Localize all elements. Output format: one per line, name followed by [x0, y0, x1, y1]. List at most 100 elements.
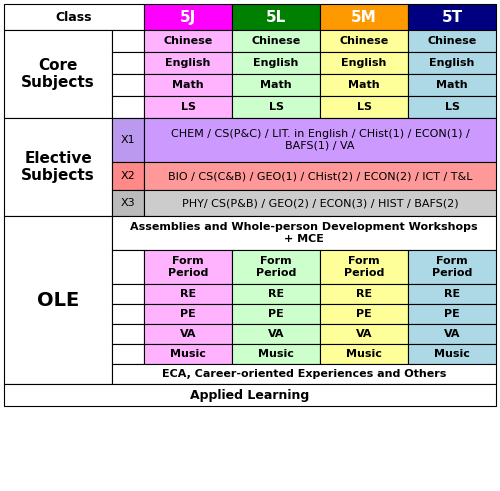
- Text: Music: Music: [258, 349, 294, 359]
- Bar: [320, 4, 408, 30]
- Text: VA: VA: [444, 329, 460, 339]
- Text: X2: X2: [120, 171, 136, 181]
- Text: 5M: 5M: [351, 9, 377, 25]
- Bar: [112, 52, 144, 74]
- Bar: [232, 250, 320, 284]
- Text: PE: PE: [180, 309, 196, 319]
- Text: Chinese: Chinese: [252, 36, 300, 46]
- Text: VA: VA: [268, 329, 284, 339]
- Bar: [144, 304, 232, 324]
- Text: Chinese: Chinese: [164, 36, 212, 46]
- Bar: [144, 52, 232, 74]
- Text: Core
Subjects: Core Subjects: [21, 58, 95, 90]
- Bar: [144, 30, 232, 52]
- Bar: [144, 162, 496, 190]
- Bar: [232, 96, 320, 118]
- Bar: [408, 344, 496, 364]
- Text: Form
Period: Form Period: [256, 256, 296, 278]
- Bar: [112, 30, 144, 52]
- Text: LS: LS: [444, 102, 460, 112]
- Bar: [144, 118, 496, 162]
- Bar: [232, 304, 320, 324]
- Text: ECA, Career-oriented Experiences and Others: ECA, Career-oriented Experiences and Oth…: [162, 369, 446, 379]
- Bar: [112, 284, 144, 304]
- Text: PE: PE: [268, 309, 284, 319]
- Bar: [144, 4, 232, 30]
- Bar: [232, 324, 320, 344]
- Bar: [232, 284, 320, 304]
- Bar: [232, 344, 320, 364]
- Text: X3: X3: [120, 198, 136, 208]
- Text: English: English: [166, 58, 210, 68]
- Text: RE: RE: [268, 289, 284, 299]
- Bar: [4, 384, 496, 406]
- Text: X1: X1: [120, 135, 136, 145]
- Text: LS: LS: [356, 102, 372, 112]
- Bar: [112, 162, 144, 190]
- Bar: [112, 324, 144, 344]
- Bar: [144, 96, 232, 118]
- Text: Assemblies and Whole-person Development Workshops
+ MCE: Assemblies and Whole-person Development …: [130, 222, 478, 244]
- Text: VA: VA: [180, 329, 196, 339]
- Bar: [320, 284, 408, 304]
- Text: Math: Math: [436, 80, 468, 90]
- Bar: [320, 324, 408, 344]
- Bar: [320, 96, 408, 118]
- Text: Math: Math: [172, 80, 204, 90]
- Bar: [232, 52, 320, 74]
- Text: Music: Music: [346, 349, 382, 359]
- Text: LS: LS: [180, 102, 196, 112]
- Text: Applied Learning: Applied Learning: [190, 388, 310, 402]
- Bar: [112, 344, 144, 364]
- Bar: [112, 74, 144, 96]
- Text: Class: Class: [56, 10, 92, 24]
- Bar: [408, 284, 496, 304]
- Text: OLE: OLE: [37, 291, 79, 309]
- Bar: [112, 118, 144, 162]
- Bar: [320, 52, 408, 74]
- Text: Music: Music: [170, 349, 206, 359]
- Bar: [144, 344, 232, 364]
- Bar: [144, 284, 232, 304]
- Text: 5T: 5T: [442, 9, 462, 25]
- Text: Chinese: Chinese: [428, 36, 476, 46]
- Text: VA: VA: [356, 329, 372, 339]
- Bar: [4, 118, 112, 216]
- Bar: [320, 30, 408, 52]
- Bar: [232, 4, 320, 30]
- Bar: [144, 74, 232, 96]
- Bar: [408, 304, 496, 324]
- Bar: [320, 304, 408, 324]
- Text: Form
Period: Form Period: [168, 256, 208, 278]
- Bar: [320, 250, 408, 284]
- Bar: [408, 30, 496, 52]
- Bar: [144, 190, 496, 216]
- Text: Music: Music: [434, 349, 470, 359]
- Text: PE: PE: [444, 309, 460, 319]
- Bar: [4, 4, 144, 30]
- Bar: [320, 344, 408, 364]
- Bar: [408, 4, 496, 30]
- Bar: [112, 190, 144, 216]
- Bar: [320, 74, 408, 96]
- Bar: [232, 74, 320, 96]
- Text: RE: RE: [356, 289, 372, 299]
- Bar: [4, 30, 112, 118]
- Text: 5L: 5L: [266, 9, 286, 25]
- Text: PHY/ CS(P&B) / GEO(2) / ECON(3) / HIST / BAFS(2): PHY/ CS(P&B) / GEO(2) / ECON(3) / HIST /…: [182, 198, 458, 208]
- Bar: [408, 324, 496, 344]
- Text: BIO / CS(C&B) / GEO(1) / CHist(2) / ECON(2) / ICT / T&L: BIO / CS(C&B) / GEO(1) / CHist(2) / ECON…: [168, 171, 472, 181]
- Text: RE: RE: [180, 289, 196, 299]
- Text: Chinese: Chinese: [340, 36, 388, 46]
- Bar: [112, 96, 144, 118]
- Bar: [408, 96, 496, 118]
- Text: Form
Period: Form Period: [344, 256, 384, 278]
- Bar: [144, 324, 232, 344]
- Text: English: English: [342, 58, 386, 68]
- Text: English: English: [254, 58, 298, 68]
- Text: PE: PE: [356, 309, 372, 319]
- Bar: [232, 30, 320, 52]
- Text: Math: Math: [348, 80, 380, 90]
- Text: Elective
Subjects: Elective Subjects: [21, 151, 95, 183]
- Text: 5J: 5J: [180, 9, 196, 25]
